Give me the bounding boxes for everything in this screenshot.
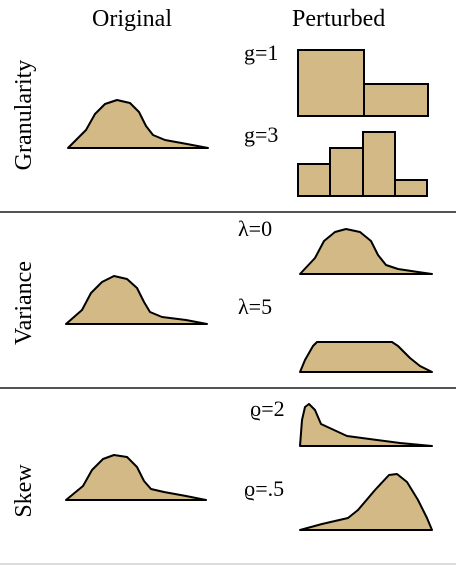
header-perturbed: Perturbed [292, 6, 386, 32]
row-label-granularity: Granularity [11, 59, 37, 171]
variance-lambda5-shape [299, 341, 433, 373]
param-label-rho05: ϱ=.5 [244, 476, 285, 501]
param-label-rho2: ϱ=2 [250, 396, 285, 421]
skew-rho2-shape [299, 403, 433, 447]
granularity-g3-histogram [297, 131, 428, 197]
variance-original-shape [65, 275, 208, 325]
param-label-g1: g=1 [244, 40, 279, 65]
param-label-g3: g=3 [244, 122, 279, 147]
granularity-g1-histogram [297, 49, 429, 117]
param-label-lambda0: λ=0 [238, 216, 273, 241]
param-label-lambda5: λ=5 [238, 294, 273, 319]
row-label-variance: Variance [11, 261, 37, 345]
header-original: Original [92, 6, 172, 32]
granularity-original-shape [67, 99, 209, 149]
skew-original-shape [65, 454, 207, 501]
skew-rho05-shape [299, 473, 433, 531]
row-label-skew: Skew [11, 464, 37, 518]
variance-lambda0-shape [299, 228, 433, 275]
